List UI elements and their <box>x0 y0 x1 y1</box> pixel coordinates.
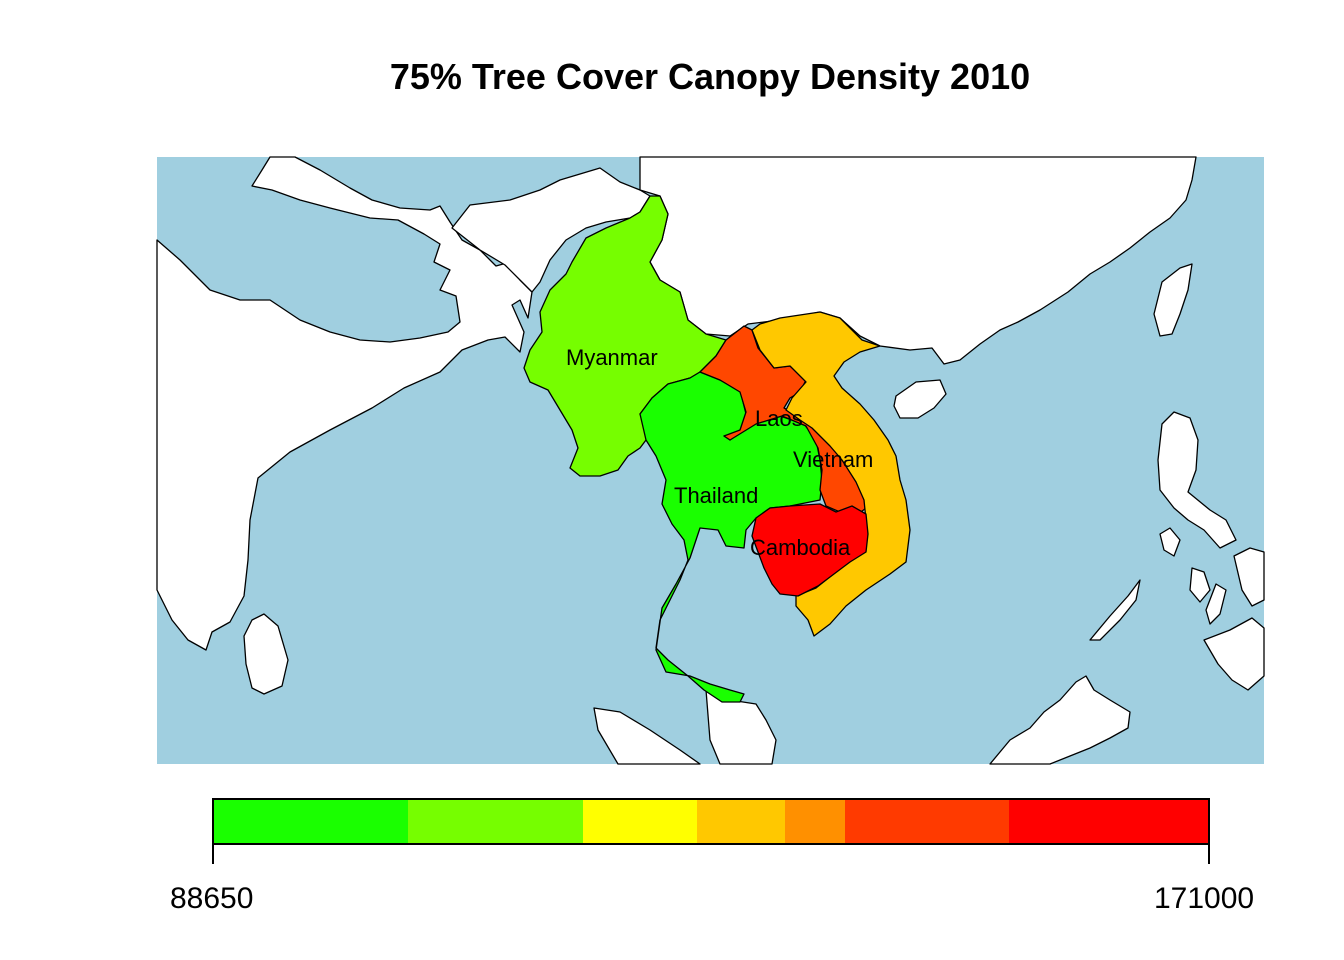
samar-island <box>1233 547 1265 607</box>
map-title: 75% Tree Cover Canopy Density 2010 <box>389 56 1031 97</box>
legend-min-label: 88650 <box>170 882 254 915</box>
mindoro-island <box>1159 527 1181 557</box>
borneo-island <box>989 675 1131 765</box>
legend-segment <box>1009 799 1209 844</box>
label-laos: Laos <box>755 406 803 431</box>
legend-max-label: 171000 <box>1154 882 1255 915</box>
cebu-island <box>1205 583 1227 625</box>
legend-segment <box>213 799 408 844</box>
mindanao-island <box>1203 617 1265 691</box>
country-vietnam <box>751 311 911 637</box>
legend-segment <box>785 799 845 844</box>
country-cambodia <box>751 503 869 597</box>
label-vietnam: Vietnam <box>793 447 873 472</box>
hainan-island <box>893 379 947 419</box>
palawan-island <box>1089 579 1141 641</box>
legend-segment <box>408 799 583 844</box>
legend-segment <box>845 799 1009 844</box>
sumatra-island <box>593 707 701 765</box>
visayas-island <box>1189 567 1211 603</box>
country-myanmar <box>523 195 727 477</box>
luzon-island <box>1157 411 1237 549</box>
taiwan-island <box>1153 263 1193 337</box>
legend-segment <box>583 799 697 844</box>
label-thailand: Thailand <box>674 483 758 508</box>
legend-color-bar <box>212 798 1210 864</box>
label-myanmar: Myanmar <box>566 345 658 370</box>
india-landmass <box>156 156 533 651</box>
label-cambodia: Cambodia <box>750 535 851 560</box>
legend-segment <box>697 799 785 844</box>
land-masses <box>156 156 1265 765</box>
legend-frame <box>212 798 1210 845</box>
sri-lanka-island <box>243 613 289 695</box>
